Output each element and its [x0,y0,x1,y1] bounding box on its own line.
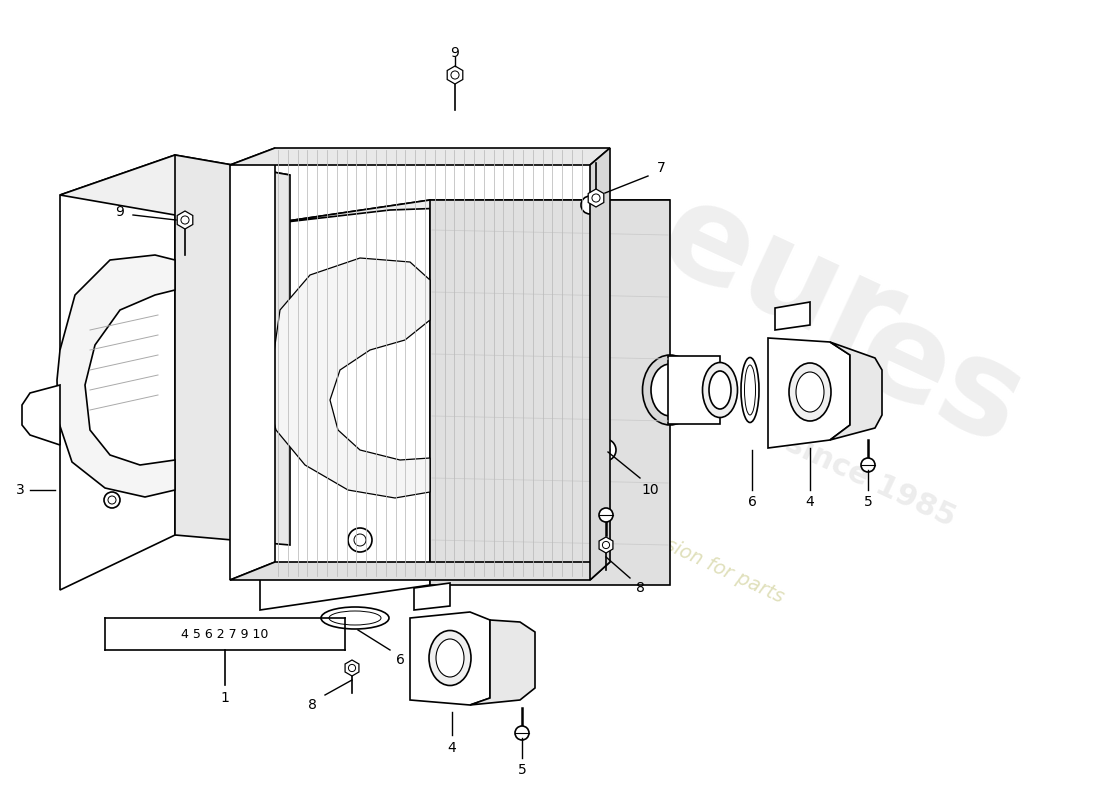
Text: 1: 1 [221,691,230,705]
Text: 9: 9 [451,46,460,60]
Text: 8: 8 [308,698,317,712]
Circle shape [451,71,459,79]
Text: 8: 8 [636,581,645,595]
Polygon shape [230,148,275,580]
Polygon shape [268,258,430,498]
Circle shape [600,445,610,455]
Polygon shape [410,612,490,705]
Polygon shape [768,338,850,448]
Ellipse shape [651,364,689,416]
Circle shape [348,528,372,552]
Text: 4: 4 [805,495,814,509]
Polygon shape [430,200,670,585]
Text: 5: 5 [864,495,872,509]
Text: 3: 3 [15,483,24,497]
Polygon shape [588,189,604,207]
Polygon shape [414,583,450,610]
Ellipse shape [329,611,381,625]
Polygon shape [60,155,175,590]
Text: 10: 10 [641,483,659,497]
Polygon shape [22,385,61,445]
Text: a passion for parts: a passion for parts [614,513,786,607]
Polygon shape [230,148,610,165]
Ellipse shape [703,362,737,418]
Ellipse shape [436,639,464,677]
Polygon shape [177,211,192,229]
Circle shape [594,439,616,461]
Polygon shape [776,302,810,330]
Ellipse shape [710,371,732,409]
Text: eur: eur [640,170,920,390]
Circle shape [603,542,609,549]
Circle shape [600,508,613,522]
Polygon shape [175,155,290,545]
Polygon shape [590,148,610,580]
Polygon shape [260,200,430,610]
Text: es: es [837,287,1043,473]
Circle shape [180,216,189,224]
Ellipse shape [321,607,389,629]
Circle shape [861,458,875,472]
Polygon shape [345,660,359,676]
Circle shape [354,534,366,546]
Ellipse shape [789,363,830,421]
Polygon shape [668,356,720,424]
Text: 7: 7 [657,161,665,175]
Text: 4: 4 [448,741,456,755]
Circle shape [349,664,355,672]
Polygon shape [260,200,670,225]
Ellipse shape [796,372,824,412]
Circle shape [104,492,120,508]
Polygon shape [57,255,175,497]
Ellipse shape [429,630,471,686]
Text: 4 5 6 2 7 9 10: 4 5 6 2 7 9 10 [182,627,268,641]
Circle shape [581,196,600,214]
Ellipse shape [745,365,756,415]
Circle shape [108,496,115,504]
Polygon shape [230,562,610,580]
Polygon shape [830,342,882,440]
Polygon shape [448,66,463,84]
Text: 9: 9 [116,205,124,219]
Polygon shape [600,537,613,553]
Polygon shape [470,620,535,705]
Text: 6: 6 [396,653,405,667]
Text: since 1985: since 1985 [780,428,960,532]
Text: 6: 6 [748,495,757,509]
Ellipse shape [642,355,697,425]
Text: 5: 5 [518,763,527,777]
Polygon shape [60,155,290,215]
Circle shape [592,194,601,202]
Circle shape [515,726,529,740]
Ellipse shape [741,358,759,422]
